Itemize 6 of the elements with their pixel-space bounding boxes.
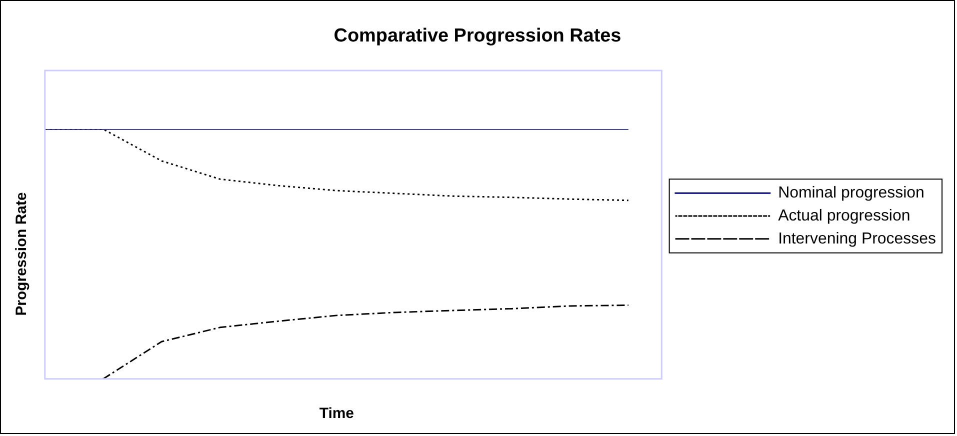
chart-title: Comparative Progression Rates	[334, 25, 622, 46]
text: Nominal progression	[778, 184, 924, 202]
y-axis-title: Progression Rate	[13, 192, 30, 316]
text: Actual progression	[778, 207, 910, 224]
x-axis-title: Time	[319, 405, 354, 422]
text: Intervening Processes	[778, 230, 936, 248]
